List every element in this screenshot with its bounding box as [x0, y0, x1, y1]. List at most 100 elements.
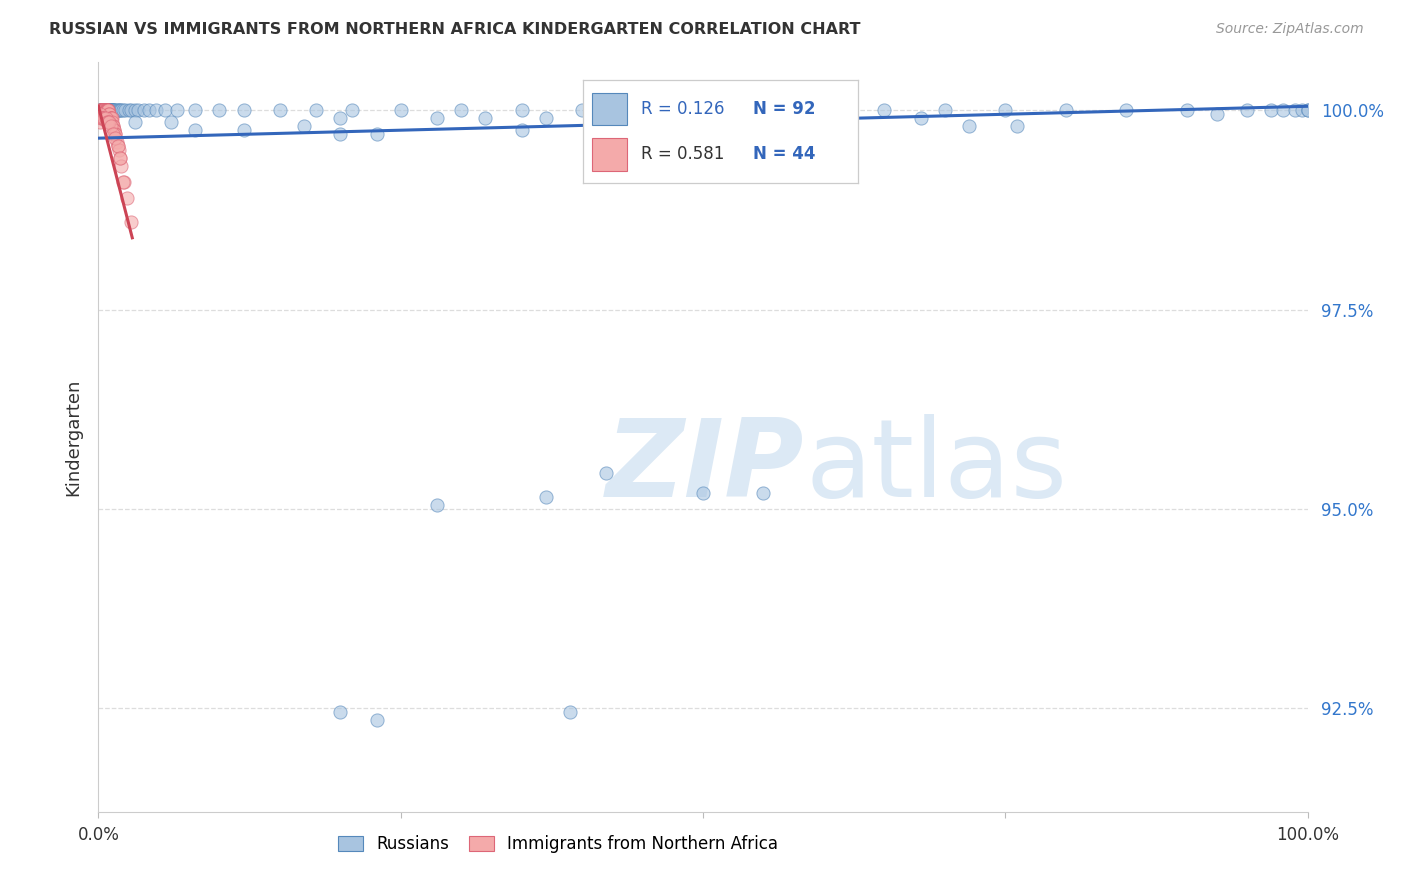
Point: [934, 103, 956, 118]
Point: [89, 103, 111, 118]
Point: [96, 103, 118, 118]
Point: [607, 112, 630, 126]
Point: [120, 103, 142, 118]
Point: [108, 143, 131, 157]
Point: [837, 112, 859, 126]
Point: [101, 127, 124, 141]
Point: [96, 103, 118, 118]
Point: [108, 151, 131, 165]
Point: [94, 103, 117, 118]
Point: [100, 103, 122, 118]
Point: [98, 103, 121, 118]
Point: [100, 112, 122, 126]
Point: [91, 112, 114, 126]
Point: [98, 103, 121, 118]
Point: [90, 103, 112, 118]
Point: [510, 123, 533, 137]
Point: [89, 107, 111, 121]
Point: [134, 103, 156, 118]
Point: [426, 498, 449, 512]
Point: [94, 103, 117, 118]
Point: [101, 119, 124, 133]
Point: [100, 112, 122, 126]
Point: [97, 103, 120, 118]
Point: [103, 123, 125, 137]
Point: [873, 103, 896, 118]
Point: [1115, 103, 1137, 118]
Point: [120, 215, 142, 229]
Point: [103, 123, 125, 137]
Point: [534, 112, 557, 126]
Point: [1296, 103, 1319, 118]
Point: [100, 103, 122, 118]
Point: [90, 112, 112, 126]
Point: [94, 103, 117, 118]
Point: [90, 103, 112, 118]
Point: [1284, 103, 1306, 118]
Point: [110, 103, 132, 118]
Text: atlas: atlas: [806, 414, 1067, 520]
Point: [329, 705, 352, 719]
Point: [1296, 103, 1319, 118]
Point: [100, 119, 122, 133]
Point: [1272, 103, 1295, 118]
Point: [208, 103, 231, 118]
Point: [110, 159, 132, 173]
Point: [105, 103, 128, 118]
Point: [813, 103, 835, 118]
Point: [1236, 103, 1258, 118]
Point: [389, 103, 412, 118]
Legend: Russians, Immigrants from Northern Africa: Russians, Immigrants from Northern Afric…: [330, 829, 785, 860]
Point: [1007, 119, 1029, 133]
Point: [232, 123, 254, 137]
Point: [97, 103, 120, 118]
Point: [104, 127, 127, 141]
Text: R = 0.126: R = 0.126: [641, 100, 724, 118]
Point: [90, 103, 112, 118]
Point: [329, 127, 352, 141]
Point: [91, 103, 114, 118]
Point: [91, 103, 114, 118]
Point: [108, 103, 131, 118]
Point: [184, 103, 207, 118]
Point: [426, 112, 449, 126]
Text: N = 92: N = 92: [754, 100, 815, 118]
Text: R = 0.581: R = 0.581: [641, 145, 724, 163]
Point: [752, 103, 775, 118]
Point: [93, 103, 115, 118]
Point: [89, 103, 111, 118]
Point: [90, 103, 112, 118]
Text: N = 44: N = 44: [754, 145, 815, 163]
Point: [124, 103, 146, 118]
Point: [89, 103, 111, 118]
Point: [96, 103, 118, 118]
Point: [98, 103, 121, 118]
Point: [450, 103, 472, 118]
Point: [366, 713, 388, 727]
Point: [91, 112, 114, 126]
Text: ZIP: ZIP: [606, 414, 804, 520]
Point: [292, 119, 315, 133]
Point: [107, 103, 129, 118]
Point: [534, 490, 557, 504]
Point: [107, 139, 129, 153]
Point: [789, 112, 811, 126]
Y-axis label: Kindergarten: Kindergarten: [63, 378, 82, 496]
Point: [1291, 103, 1313, 118]
Point: [100, 112, 122, 126]
Point: [631, 103, 654, 118]
Point: [97, 103, 120, 118]
Point: [1054, 103, 1077, 118]
Point: [184, 123, 207, 137]
Point: [93, 103, 115, 118]
Point: [166, 103, 188, 118]
Point: [100, 115, 122, 129]
Point: [510, 103, 533, 118]
Point: [103, 103, 125, 118]
Point: [94, 112, 117, 126]
Point: [90, 103, 112, 118]
Point: [114, 103, 136, 118]
Point: [111, 175, 134, 189]
Point: [571, 103, 593, 118]
Point: [97, 103, 120, 118]
